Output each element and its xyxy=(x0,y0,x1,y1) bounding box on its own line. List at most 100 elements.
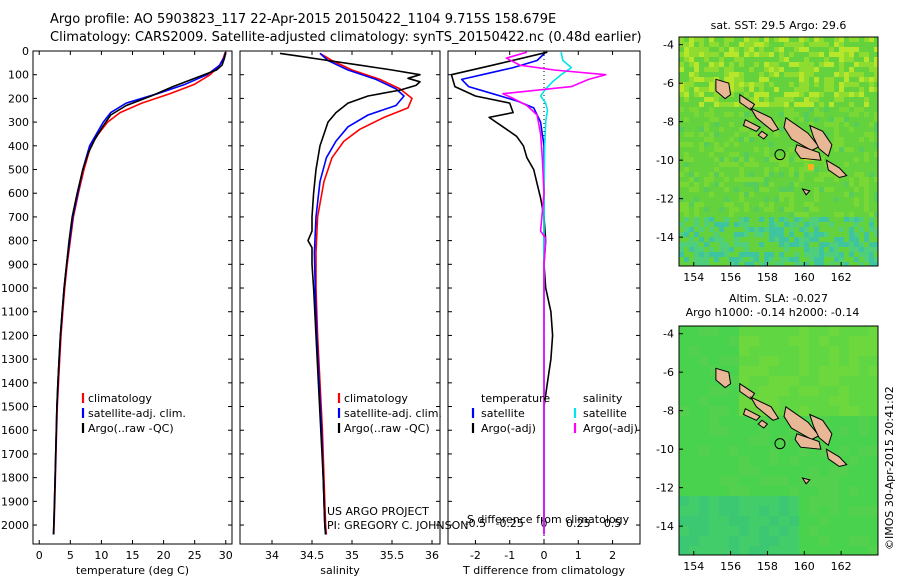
map-cell xyxy=(694,112,699,117)
map-cell xyxy=(804,67,809,72)
y-tick-label: 1200 xyxy=(1,329,29,342)
map-cell xyxy=(869,247,874,252)
map-cell xyxy=(814,187,819,192)
map-cell xyxy=(854,112,859,117)
map-cell xyxy=(769,506,779,516)
map-cell xyxy=(734,52,739,57)
map-cell xyxy=(839,212,844,217)
map-cell xyxy=(784,257,789,262)
map-cell xyxy=(794,252,799,257)
map-cell xyxy=(769,202,774,207)
series-line xyxy=(52,52,227,535)
map-cell xyxy=(784,192,789,197)
map-cell xyxy=(699,396,709,406)
map-cell xyxy=(794,72,799,77)
legend-label: climatology xyxy=(88,392,152,405)
map-cell xyxy=(714,232,719,237)
map-cell xyxy=(774,37,779,42)
map-cell xyxy=(869,77,874,82)
map-cell xyxy=(849,67,854,72)
map-cell xyxy=(709,406,719,416)
map-cell xyxy=(854,37,859,42)
map-cell xyxy=(759,77,764,82)
map-cell xyxy=(739,536,749,546)
panel-sla_map: 154 156 158 160 162 -4 -6 -8 -10 -12 -14 Altim. SLA… xyxy=(656,292,879,573)
map-cell xyxy=(689,42,694,47)
map-cell xyxy=(729,62,734,67)
y-tick-label: 900 xyxy=(8,258,29,271)
map-cell xyxy=(774,72,779,77)
map-cell xyxy=(829,77,834,82)
map-cell xyxy=(849,217,854,222)
map-cell xyxy=(774,47,779,52)
map-cell xyxy=(704,57,709,62)
y-tick-label: 1700 xyxy=(1,448,29,461)
map-cell xyxy=(799,47,804,52)
map-cell xyxy=(839,376,849,386)
map-cell xyxy=(679,202,684,207)
map-cell xyxy=(849,147,854,152)
map-cell xyxy=(739,57,744,62)
map-cell xyxy=(854,257,859,262)
map-cell xyxy=(809,67,814,72)
map-cell xyxy=(689,247,694,252)
map-cell xyxy=(729,67,734,72)
map-cell xyxy=(719,536,729,546)
map-cell xyxy=(779,516,789,526)
map-cell xyxy=(799,42,804,47)
map-cell xyxy=(729,356,739,366)
x-tick-label: 158 xyxy=(757,560,778,573)
x-tick-label: 162 xyxy=(831,271,852,284)
map-cell xyxy=(719,237,724,242)
map-cell xyxy=(719,102,724,107)
map-cell xyxy=(839,137,844,142)
map-cell xyxy=(854,122,859,127)
map-cell xyxy=(709,152,714,157)
x-axis-label: temperature (deg C) xyxy=(76,564,189,577)
map-cell xyxy=(709,177,714,182)
map-cell xyxy=(709,82,714,87)
map-cell xyxy=(749,182,754,187)
map-cell xyxy=(749,252,754,257)
map-cell xyxy=(854,92,859,97)
map-cell xyxy=(864,202,869,207)
plot-frame xyxy=(239,50,441,545)
map-cell xyxy=(699,147,704,152)
map-cell xyxy=(699,237,704,242)
map-cell xyxy=(819,62,824,67)
map-cell xyxy=(869,82,874,87)
map-cell xyxy=(849,536,859,546)
map-cell xyxy=(724,77,729,82)
map-cell xyxy=(684,42,689,47)
map-cell xyxy=(749,366,759,376)
map-cell xyxy=(819,157,824,162)
x-axis-label: salinity xyxy=(320,564,360,577)
map-cell xyxy=(749,546,759,555)
map-cell xyxy=(744,207,749,212)
map-cell xyxy=(809,202,814,207)
map-cell xyxy=(814,192,819,197)
map-cell xyxy=(869,326,878,336)
map-cell xyxy=(804,62,809,67)
map-cell xyxy=(829,172,834,177)
map-cell xyxy=(694,37,699,42)
map-cell xyxy=(839,366,849,376)
map-cell xyxy=(714,237,719,242)
map-cell xyxy=(779,237,784,242)
y-tick-label: -12 xyxy=(656,193,674,206)
map-cell xyxy=(874,177,878,182)
map-cell xyxy=(749,326,759,336)
map-cell xyxy=(704,177,709,182)
map-cell xyxy=(769,72,774,77)
map-cell xyxy=(799,227,804,232)
map-cell xyxy=(699,356,709,366)
map-cell xyxy=(704,187,709,192)
map-cell xyxy=(784,97,789,102)
map-cell xyxy=(829,252,834,257)
map-cell xyxy=(849,247,854,252)
map-cell xyxy=(749,42,754,47)
map-cell xyxy=(869,262,874,266)
map-cell xyxy=(774,262,779,266)
map-cell xyxy=(809,326,819,336)
map-cell xyxy=(834,92,839,97)
